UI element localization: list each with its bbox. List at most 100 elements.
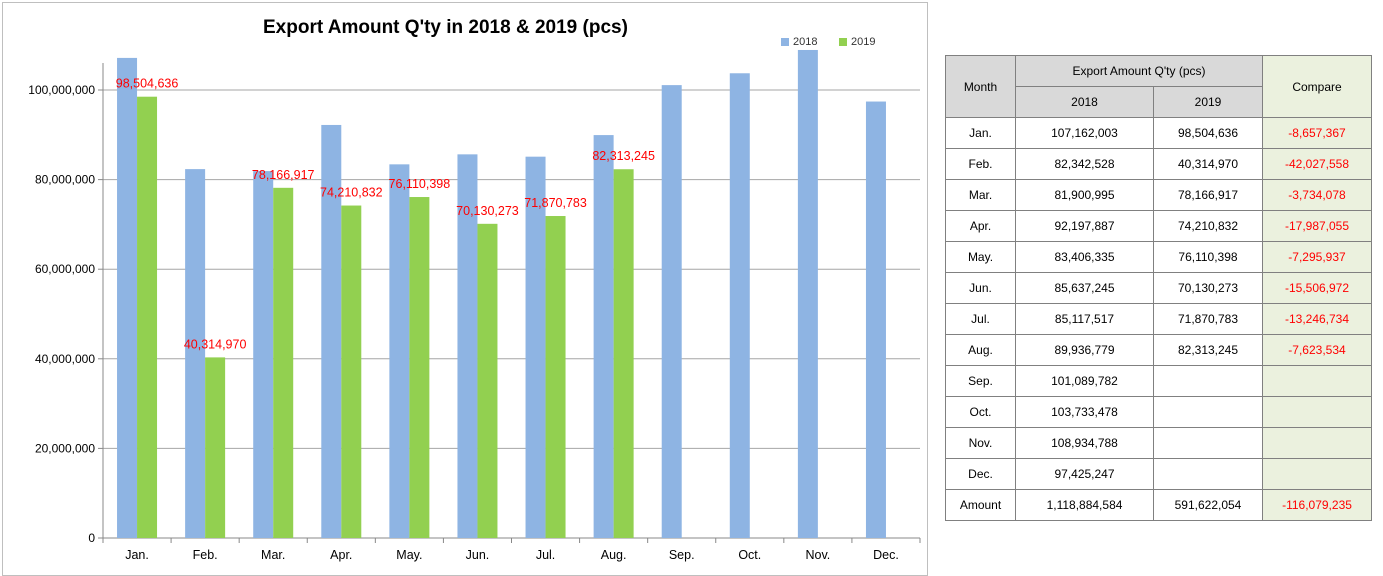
header-compare: Compare <box>1262 55 1372 118</box>
cell-2018: 81,900,995 <box>1015 179 1154 211</box>
data-label-2019: 82,313,245 <box>592 149 655 163</box>
cell-2019: 76,110,398 <box>1153 241 1263 273</box>
cell-month: Jun. <box>945 272 1016 304</box>
cell-2018: 85,637,245 <box>1015 272 1154 304</box>
cell-2019 <box>1153 427 1263 459</box>
cell-total-compare: -116,079,235 <box>1262 489 1372 521</box>
cell-2018: 101,089,782 <box>1015 365 1154 397</box>
chart-title: Export Amount Q'ty in 2018 & 2019 (pcs) <box>263 17 628 38</box>
table-row: Sep. 101,089,782 <box>945 365 1372 397</box>
cell-month: Nov. <box>945 427 1016 459</box>
data-label-2019: 74,210,832 <box>320 186 383 200</box>
x-tick-label: Oct. <box>738 548 761 562</box>
cell-month: Jan. <box>945 117 1016 149</box>
cell-2018: 89,936,779 <box>1015 334 1154 366</box>
bar-2018 <box>593 135 614 538</box>
bar-2019 <box>545 216 566 538</box>
table-row: May. 83,406,335 76,110,398 -7,295,937 <box>945 241 1372 273</box>
bar-2019 <box>477 223 498 538</box>
legend-item-2019: 2019 <box>839 36 875 48</box>
cell-compare <box>1262 427 1372 459</box>
bar-2018 <box>865 101 886 538</box>
table-row: Apr. 92,197,887 74,210,832 -17,987,055 <box>945 210 1372 242</box>
cell-2019: 40,314,970 <box>1153 148 1263 180</box>
cell-total-2019: 591,622,054 <box>1153 489 1263 521</box>
y-tick-label: 0 <box>88 531 95 545</box>
cell-2018: 107,162,003 <box>1015 117 1154 149</box>
cell-2018: 83,406,335 <box>1015 241 1154 273</box>
bar-2018 <box>185 169 206 538</box>
bar-2018 <box>321 124 342 539</box>
table-row: Feb. 82,342,528 40,314,970 -42,027,558 <box>945 148 1372 180</box>
cell-2018: 103,733,478 <box>1015 396 1154 428</box>
cell-2018: 97,425,247 <box>1015 458 1154 490</box>
data-label-2019: 76,110,398 <box>389 177 451 191</box>
cell-2018: 85,117,517 <box>1015 303 1154 335</box>
cell-2018: 108,934,788 <box>1015 427 1154 459</box>
bar-2019 <box>341 205 362 539</box>
cell-2019: 78,166,917 <box>1153 179 1263 211</box>
header-month: Month <box>945 55 1016 118</box>
table-row: Dec. 97,425,247 <box>945 458 1372 490</box>
bar-2018 <box>457 154 478 538</box>
y-tick-label: 40,000,000 <box>35 352 95 366</box>
cell-compare: -3,734,078 <box>1262 179 1372 211</box>
data-label-2019: 70,130,273 <box>456 204 519 218</box>
y-tick-label: 80,000,000 <box>35 173 95 187</box>
legend-item-2018: 2018 <box>781 36 817 48</box>
x-tick-label: May. <box>396 548 422 562</box>
cell-2019: 70,130,273 <box>1153 272 1263 304</box>
x-tick-label: Feb. <box>193 548 218 562</box>
header-group: Export Amount Q'ty (pcs) <box>1015 55 1263 87</box>
header-2018: 2018 <box>1015 86 1154 118</box>
x-tick-label: Jul. <box>536 548 555 562</box>
bar-2019 <box>137 96 158 539</box>
data-label-2019: 71,870,783 <box>524 196 587 210</box>
cell-month: Apr. <box>945 210 1016 242</box>
legend-swatch-2019 <box>839 38 847 46</box>
bar-2018 <box>389 164 410 539</box>
x-tick-label: Apr. <box>330 548 352 562</box>
legend-label-2018: 2018 <box>793 36 818 48</box>
x-tick-label: Jan. <box>125 548 149 562</box>
bar-2018 <box>117 57 138 539</box>
data-table: Month Export Amount Q'ty (pcs) Compare 2… <box>945 55 1372 521</box>
cell-compare: -15,506,972 <box>1262 272 1372 304</box>
cell-2018: 82,342,528 <box>1015 148 1154 180</box>
cell-2019 <box>1153 458 1263 490</box>
table-row: Jun. 85,637,245 70,130,273 -15,506,972 <box>945 272 1372 304</box>
cell-month: Mar. <box>945 179 1016 211</box>
legend-label-2019: 2019 <box>851 36 876 48</box>
cell-2019: 98,504,636 <box>1153 117 1263 149</box>
cell-month: May. <box>945 241 1016 273</box>
bar-2018 <box>253 171 274 538</box>
x-tick-label: Nov. <box>805 548 830 562</box>
legend-swatch-2018 <box>781 38 789 46</box>
cell-total-label: Amount <box>945 489 1016 521</box>
table-row: Jan. 107,162,003 98,504,636 -8,657,367 <box>945 117 1372 149</box>
table-row: Jul. 85,117,517 71,870,783 -13,246,734 <box>945 303 1372 335</box>
y-tick-label: 20,000,000 <box>35 441 95 455</box>
data-label-2019: 40,314,970 <box>184 337 247 351</box>
x-tick-label: Dec. <box>873 548 899 562</box>
cell-total-2018: 1,118,884,584 <box>1015 489 1154 521</box>
y-tick-label: 100,000,000 <box>28 83 95 97</box>
cell-month: Feb. <box>945 148 1016 180</box>
bar-2018 <box>525 156 546 538</box>
bar-chart: 0 20,000,000 40,000,000 60,000,000 80,000,00… <box>2 2 928 576</box>
chart-plot: 0 20,000,000 40,000,000 60,000,000 80,000,00… <box>28 49 921 562</box>
table-row: Aug. 89,936,779 82,313,245 -7,623,534 <box>945 334 1372 366</box>
cell-month: Sep. <box>945 365 1016 397</box>
cell-compare: -7,623,534 <box>1262 334 1372 366</box>
cell-compare: -13,246,734 <box>1262 303 1372 335</box>
data-label-2019: 78,166,917 <box>252 168 315 182</box>
table-row: Nov. 108,934,788 <box>945 427 1372 459</box>
x-tick-label: Mar. <box>261 548 285 562</box>
cell-compare: -42,027,558 <box>1262 148 1372 180</box>
cell-compare <box>1262 396 1372 428</box>
cell-compare: -17,987,055 <box>1262 210 1372 242</box>
cell-compare: -8,657,367 <box>1262 117 1372 149</box>
cell-2018: 92,197,887 <box>1015 210 1154 242</box>
cell-month: Jul. <box>945 303 1016 335</box>
x-tick-label: Jun. <box>466 548 490 562</box>
